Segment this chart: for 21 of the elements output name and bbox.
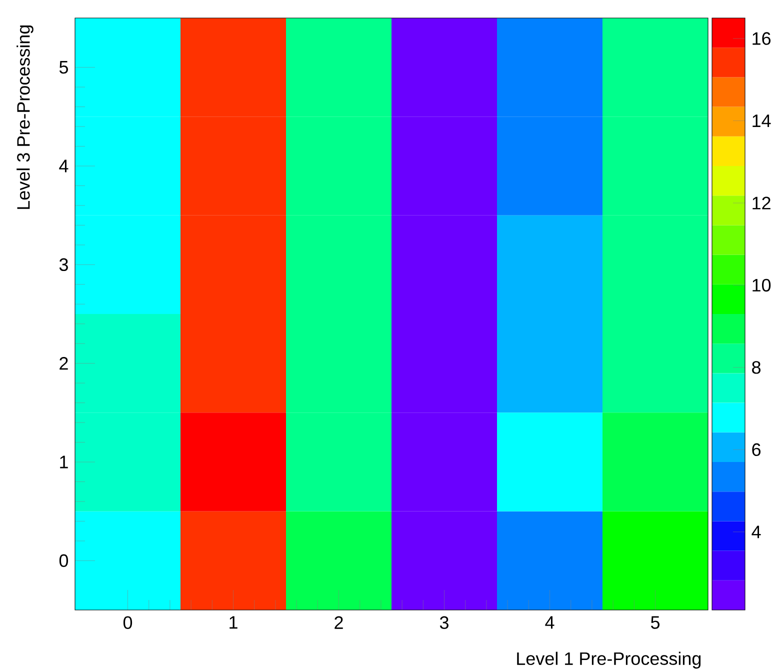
x-tick-label: 4: [545, 616, 554, 629]
color-bar-label: 6: [752, 443, 760, 456]
y-tick-label: 5: [59, 61, 68, 74]
x-axis-title: Level 1 Pre-Processing: [517, 652, 701, 669]
y-tick-label: 1: [60, 456, 68, 468]
color-bar-label: 4: [752, 526, 761, 538]
y-tick-label: 2: [60, 357, 68, 370]
color-bar-label: 8: [752, 361, 760, 374]
y-tick-label: 3: [59, 258, 68, 272]
color-bar-label: 10: [752, 278, 771, 292]
color-bar-label: 14: [752, 114, 771, 127]
x-tick-label: 3: [440, 616, 448, 629]
y-tick-label: 4: [59, 160, 68, 172]
x-tick-label: 1: [230, 616, 238, 629]
color-bar-label: 16: [752, 32, 771, 45]
x-tick-label: 0: [123, 616, 132, 629]
y-axis-title: Level 3 Pre-Processing: [16, 25, 34, 209]
x-tick-label: 2: [334, 616, 343, 629]
x-tick-label: 5: [650, 616, 660, 629]
y-tick-label: 0: [59, 554, 68, 568]
color-bar-label: 12: [752, 196, 770, 210]
